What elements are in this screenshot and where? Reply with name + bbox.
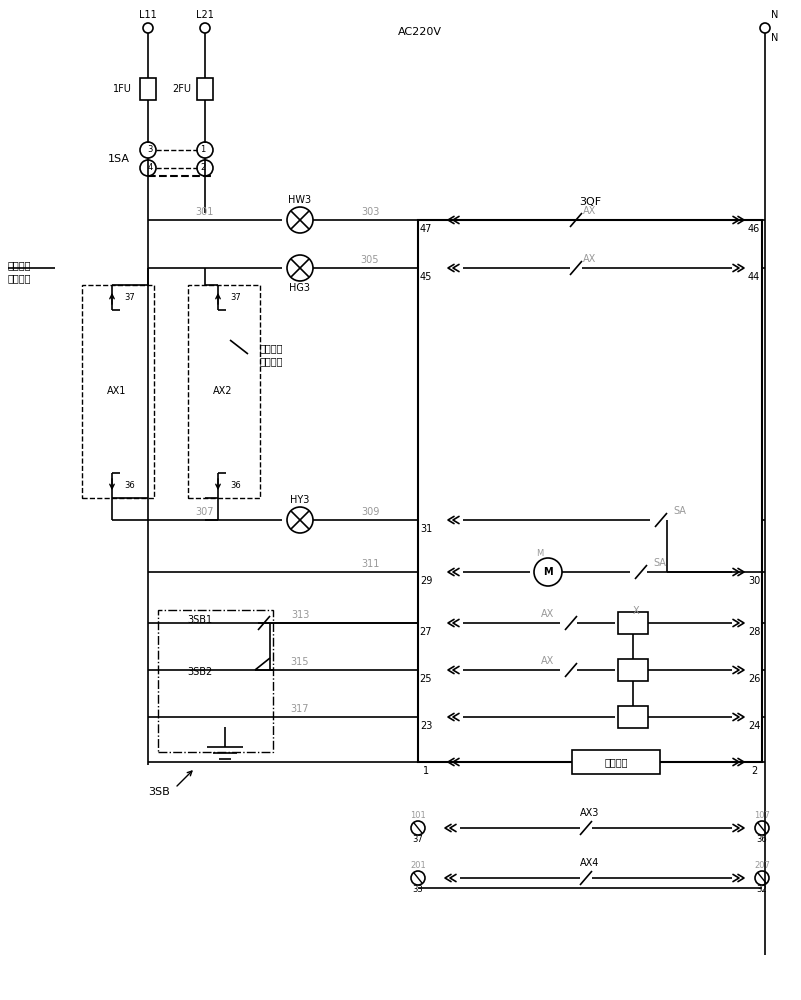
Circle shape <box>287 507 313 533</box>
Text: 311: 311 <box>360 559 379 569</box>
Text: 36: 36 <box>124 482 135 490</box>
Text: 25: 25 <box>420 674 433 684</box>
Text: 27: 27 <box>420 627 433 637</box>
Circle shape <box>534 558 562 586</box>
Text: 3SB1: 3SB1 <box>187 615 212 625</box>
Text: 37: 37 <box>413 836 424 844</box>
Circle shape <box>140 142 156 158</box>
Text: AX3: AX3 <box>580 808 600 818</box>
Text: HG3: HG3 <box>289 283 311 293</box>
Text: SA: SA <box>674 506 686 516</box>
Text: AX1: AX1 <box>107 386 127 396</box>
Bar <box>418 220 762 762</box>
Text: 37: 37 <box>124 292 135 302</box>
Text: 23: 23 <box>420 721 433 731</box>
Text: M: M <box>537 550 544 558</box>
Text: 107: 107 <box>754 812 770 820</box>
Text: 37: 37 <box>230 292 241 302</box>
Text: 30: 30 <box>748 576 760 586</box>
Text: M: M <box>543 567 553 577</box>
Text: 201: 201 <box>410 861 426 870</box>
Text: 305: 305 <box>360 255 379 265</box>
Text: 301: 301 <box>195 207 214 217</box>
Bar <box>572 750 660 774</box>
Text: 处理单元: 处理单元 <box>604 757 628 767</box>
Text: 207: 207 <box>754 861 770 870</box>
Text: 变进线柜: 变进线柜 <box>260 356 284 366</box>
Text: 28: 28 <box>748 627 760 637</box>
Text: 3SB2: 3SB2 <box>187 667 212 677</box>
Text: AX: AX <box>541 656 554 666</box>
Circle shape <box>140 160 156 176</box>
Text: N: N <box>771 10 779 20</box>
Bar <box>82 285 154 498</box>
Text: 1: 1 <box>200 145 206 154</box>
Circle shape <box>200 23 210 33</box>
Text: 46: 46 <box>748 224 760 234</box>
Text: AX: AX <box>583 254 597 264</box>
Text: 307: 307 <box>195 507 214 517</box>
Bar <box>618 659 648 681</box>
Text: 3: 3 <box>147 145 153 154</box>
Text: 303: 303 <box>360 207 379 217</box>
Bar <box>188 285 260 498</box>
Circle shape <box>197 160 213 176</box>
Text: 2: 2 <box>751 766 757 776</box>
Text: 29: 29 <box>420 576 433 586</box>
Text: 1: 1 <box>423 766 429 776</box>
Text: AX4: AX4 <box>580 858 600 868</box>
Text: 36: 36 <box>757 836 767 844</box>
Text: 2FU: 2FU <box>172 84 191 94</box>
Text: 313: 313 <box>291 610 309 620</box>
Circle shape <box>755 871 769 885</box>
Text: 45: 45 <box>420 272 433 282</box>
Text: N: N <box>771 33 779 43</box>
Text: L11: L11 <box>139 10 157 20</box>
Text: 101: 101 <box>410 812 426 820</box>
Bar <box>158 610 273 752</box>
Text: SA: SA <box>654 558 666 568</box>
Text: 309: 309 <box>360 507 379 517</box>
Text: HY3: HY3 <box>290 495 310 505</box>
Circle shape <box>197 142 213 158</box>
Text: 引自第二: 引自第二 <box>260 343 284 353</box>
Text: 1FU: 1FU <box>113 84 132 94</box>
Text: X: X <box>633 606 639 616</box>
Text: HW3: HW3 <box>288 195 312 205</box>
Text: 47: 47 <box>420 224 433 234</box>
Text: 变进线柜: 变进线柜 <box>8 273 31 283</box>
Text: AX: AX <box>541 609 554 619</box>
Text: 315: 315 <box>291 657 309 667</box>
Text: 2: 2 <box>200 163 206 172</box>
Bar <box>618 612 648 634</box>
Circle shape <box>287 207 313 233</box>
Circle shape <box>143 23 153 33</box>
Bar <box>618 706 648 728</box>
Text: AC220V: AC220V <box>398 27 442 37</box>
Text: 4: 4 <box>147 163 153 172</box>
Circle shape <box>411 821 425 835</box>
Bar <box>197 78 213 100</box>
Text: 3QF: 3QF <box>579 197 601 207</box>
Circle shape <box>760 23 770 33</box>
Text: 26: 26 <box>748 674 760 684</box>
Text: AX: AX <box>583 206 597 216</box>
Text: 引自第一: 引自第一 <box>8 260 31 270</box>
Text: AX2: AX2 <box>213 386 233 396</box>
Text: 1SA: 1SA <box>108 154 130 164</box>
Text: 36: 36 <box>230 482 241 490</box>
Text: 32: 32 <box>757 886 767 894</box>
Text: 3SB: 3SB <box>148 787 170 797</box>
Bar <box>140 78 156 100</box>
Text: L21: L21 <box>196 10 214 20</box>
Circle shape <box>287 255 313 281</box>
Circle shape <box>755 821 769 835</box>
Text: 33: 33 <box>413 886 424 894</box>
Circle shape <box>411 871 425 885</box>
Text: 24: 24 <box>748 721 760 731</box>
Text: 31: 31 <box>420 524 432 534</box>
Text: 317: 317 <box>291 704 309 714</box>
Text: 44: 44 <box>748 272 760 282</box>
